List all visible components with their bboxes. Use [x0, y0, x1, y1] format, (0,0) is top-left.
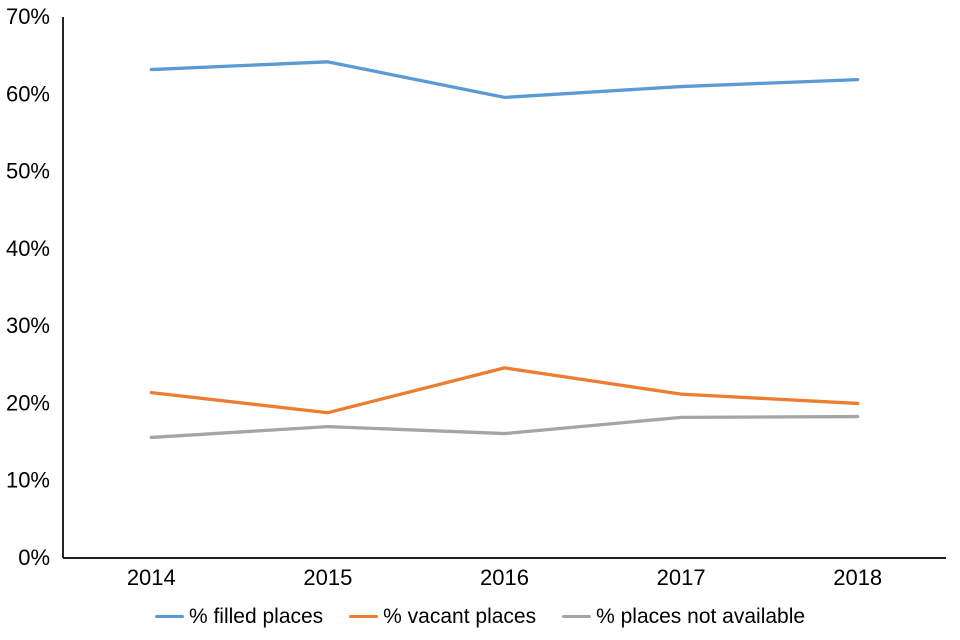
y-axis-tick-label: 60% — [6, 81, 50, 106]
y-axis-tick-label: 30% — [6, 313, 50, 338]
legend-label: % places not available — [596, 605, 806, 628]
y-axis-tick-label: 10% — [6, 468, 50, 493]
y-axis-tick-label: 50% — [6, 159, 50, 184]
legend-label: % vacant places — [383, 605, 537, 628]
legend-item: % places not available — [562, 604, 805, 629]
x-axis-tick-label: 2015 — [303, 565, 352, 590]
legend-label: % filled places — [188, 605, 324, 628]
y-axis-tick-label: 70% — [6, 4, 50, 29]
legend-item: % filled places — [154, 604, 324, 629]
x-axis-tick-label: 2016 — [480, 565, 529, 590]
legend-line-marker — [562, 615, 592, 619]
y-axis-tick-label: 20% — [6, 390, 50, 415]
x-axis-tick-label: 2018 — [833, 565, 882, 590]
y-axis-tick-label: 0% — [18, 545, 50, 570]
legend-line-marker — [154, 615, 184, 619]
chart-legend: % filled places % vacant places % places n… — [0, 604, 960, 629]
x-axis-tick-label: 2017 — [657, 565, 706, 590]
legend-item: % vacant places — [349, 604, 536, 629]
series-line-2 — [149, 414, 860, 440]
y-axis-tick-label: 40% — [6, 236, 50, 261]
x-axis-tick-label: 2014 — [127, 565, 176, 590]
legend-line-marker — [349, 615, 379, 619]
series-line-1 — [149, 366, 860, 415]
series-line-0 — [149, 60, 860, 100]
